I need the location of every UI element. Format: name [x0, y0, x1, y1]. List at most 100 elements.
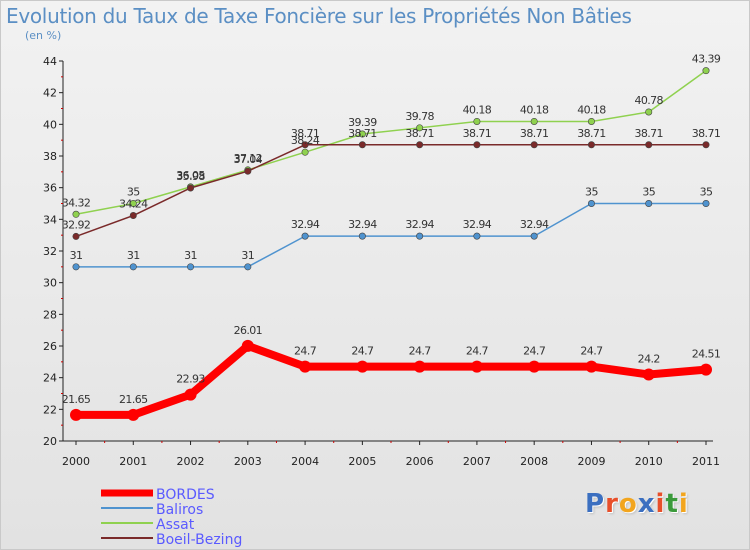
data-point-boeil-bezing [530, 141, 538, 149]
data-label-baliros: 31 [241, 249, 254, 262]
data-point-boeil-bezing [244, 167, 252, 175]
x-tick-label: 2004 [291, 455, 319, 468]
data-point-baliros [72, 263, 80, 271]
x-tick-label: 2003 [234, 455, 262, 468]
data-point-bordes [184, 388, 197, 401]
chart-unit-label: (en %) [25, 29, 62, 42]
x-tick-label: 2005 [348, 455, 376, 468]
data-point-assat [416, 124, 424, 132]
y-tick-label: 40 [43, 118, 57, 131]
legend-label-baliros: Baliros [156, 502, 203, 518]
data-label-assat: 39.39 [348, 116, 377, 129]
data-point-boeil-bezing [645, 141, 653, 149]
data-label-boeil-bezing: 32.92 [62, 218, 91, 231]
x-tick-label: 2009 [577, 455, 605, 468]
x-tick-label: 2008 [520, 455, 548, 468]
data-point-bordes [70, 408, 82, 421]
y-tick-label: 36 [43, 182, 57, 195]
x-tick-label: 2007 [463, 455, 491, 468]
data-point-boeil-bezing [702, 141, 710, 149]
data-point-boeil-bezing [72, 232, 80, 240]
data-point-boeil-bezing [473, 141, 481, 149]
data-point-bordes [356, 360, 369, 373]
data-point-bordes [528, 360, 541, 373]
chart-title: Evolution du Taux de Taxe Foncière sur l… [6, 4, 632, 28]
data-label-assat: 36.05 [176, 169, 205, 182]
data-point-baliros [358, 232, 366, 240]
data-label-baliros: 32.94 [520, 218, 549, 231]
data-label-bordes: 22.93 [176, 373, 205, 386]
data-point-bordes [413, 360, 426, 373]
x-tick-label: 2010 [635, 455, 663, 468]
y-tick-label: 28 [43, 308, 57, 321]
data-point-boeil-bezing [358, 141, 366, 149]
data-label-bordes: 24.7 [580, 345, 603, 358]
data-point-assat [530, 117, 538, 125]
data-point-baliros [530, 232, 538, 240]
y-tick-label: 20 [43, 435, 57, 448]
data-label-boeil-bezing: 34.24 [119, 198, 148, 211]
data-point-baliros [244, 263, 252, 271]
legend-label-bordes: BORDES [156, 487, 215, 503]
data-label-assat: 35 [127, 186, 140, 199]
y-tick-label: 26 [43, 340, 57, 353]
data-point-bordes [642, 368, 655, 381]
data-label-assat: 40.18 [520, 103, 549, 116]
data-label-baliros: 31 [70, 249, 83, 262]
series-line-baliros [75, 202, 707, 268]
data-label-bordes: 24.7 [409, 345, 432, 358]
logo-letter: i [678, 489, 689, 519]
data-point-boeil-bezing [416, 141, 424, 149]
data-label-bordes: 24.7 [294, 345, 317, 358]
x-tick-label: 2001 [119, 455, 147, 468]
data-point-bordes [127, 408, 140, 421]
logo-letter: t [665, 489, 679, 519]
data-label-assat: 39.78 [405, 110, 434, 123]
series-line-assat [75, 69, 707, 216]
data-label-boeil-bezing: 38.71 [348, 127, 377, 140]
data-label-baliros: 32.94 [405, 218, 434, 231]
data-label-bordes: 24.2 [638, 353, 660, 366]
data-label-assat: 34.32 [62, 196, 91, 209]
data-label-baliros: 35 [585, 186, 598, 199]
data-label-boeil-bezing: 38.71 [291, 127, 320, 140]
data-point-bordes [299, 360, 312, 373]
data-label-bordes: 24.7 [351, 345, 374, 358]
data-point-baliros [473, 232, 481, 240]
x-tick-label: 2011 [692, 455, 720, 468]
data-point-assat [358, 130, 366, 138]
logo-letter: P [585, 489, 606, 519]
data-label-baliros: 35 [642, 186, 655, 199]
data-label-boeil-bezing: 38.71 [634, 127, 663, 140]
data-point-boeil-bezing [129, 212, 137, 220]
data-label-boeil-bezing: 35.98 [176, 170, 205, 183]
data-label-boeil-bezing: 37.04 [234, 153, 263, 166]
legend-label-boeil-bezing: Boeil-Bezing [156, 532, 242, 548]
series-line-bordes [72, 341, 710, 419]
data-label-baliros: 32.94 [463, 218, 492, 231]
data-label-baliros: 35 [700, 186, 713, 199]
series-line-boeil-bezing [75, 144, 707, 238]
data-label-baliros: 31 [127, 249, 140, 262]
logo-letter: x [637, 489, 656, 519]
data-label-bordes: 26.01 [234, 324, 263, 337]
data-point-boeil-bezing [587, 141, 595, 149]
proxiti-logo: Proxiti [585, 489, 689, 519]
data-label-boeil-bezing: 38.71 [692, 127, 721, 140]
x-tick-label: 2006 [406, 455, 434, 468]
data-point-baliros [416, 232, 424, 240]
data-point-bordes [585, 360, 598, 373]
data-label-assat: 40.18 [463, 103, 492, 116]
data-label-boeil-bezing: 38.71 [405, 127, 434, 140]
logo-letter: o [618, 489, 638, 519]
y-tick-label: 42 [43, 87, 57, 100]
data-point-boeil-bezing [187, 184, 195, 192]
y-tick-label: 44 [43, 55, 57, 68]
data-label-bordes: 21.65 [119, 393, 148, 406]
y-tick-label: 34 [43, 213, 57, 226]
data-point-assat [301, 148, 309, 156]
data-label-assat: 40.78 [634, 94, 663, 107]
y-tick-label: 32 [43, 245, 57, 258]
data-label-baliros: 32.94 [291, 218, 320, 231]
